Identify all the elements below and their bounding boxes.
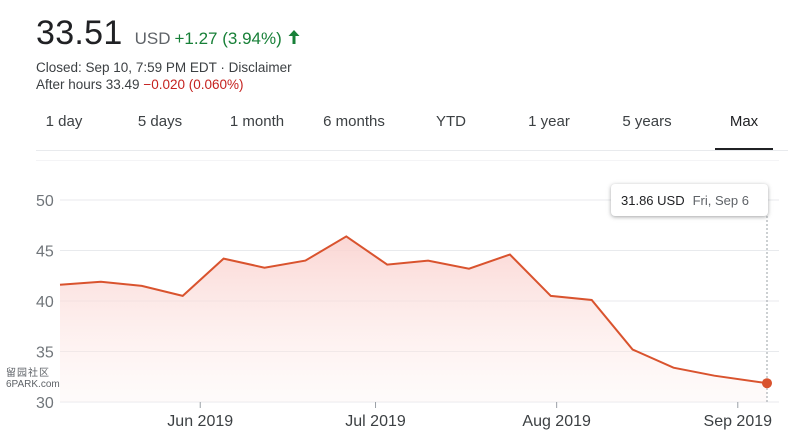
tab-5-days[interactable]: 5 days (137, 113, 183, 130)
price-chart[interactable]: 50 45 40 35 30 Jun 2019 Jul 2019 Aug 2019 Sep 2… (0, 160, 800, 446)
tab-ytd[interactable]: YTD (436, 113, 466, 130)
tab-1-year[interactable]: 1 year (528, 113, 570, 130)
tab-1-day[interactable]: 1 day (45, 113, 83, 130)
y-tick-label: 35 (36, 345, 54, 362)
y-tick-label: 50 (36, 193, 54, 210)
y-tick-label: 45 (36, 244, 54, 261)
watermark-line-2: 6PARK.com (6, 379, 60, 390)
y-axis: 50 45 40 35 30 (36, 193, 54, 412)
after-hours-change: −0.020 (0.060%) (143, 77, 244, 92)
watermark: 留园社区 6PARK.com (6, 368, 60, 390)
x-axis: Jun 2019 Jul 2019 Aug 2019 Sep 2019 (167, 402, 772, 430)
after-hours-label: After hours 33.49 (36, 77, 144, 92)
currency-label: USD (134, 29, 171, 48)
watermark-line-1: 留园社区 (6, 368, 50, 379)
x-tick-label: Jul 2019 (345, 413, 406, 430)
y-tick-label: 40 (36, 294, 54, 311)
range-tabs: 1 day 5 days 1 month 6 months YTD 1 year… (0, 103, 800, 151)
stock-price: 33.51 (36, 14, 123, 52)
price-tooltip: 31.86 USD Fri, Sep 6 (611, 184, 768, 216)
after-hours-row: After hours 33.49 −0.020 (0.060%) (36, 76, 300, 93)
price-area (60, 236, 767, 402)
price-end-dot[interactable] (762, 378, 772, 389)
tab-5-years[interactable]: 5 years (622, 113, 672, 130)
y-tick-label: 30 (36, 395, 54, 412)
closed-status: Closed: Sep 10, 7:59 PM EDT · Disclaimer (36, 60, 292, 75)
tooltip-date: Fri, Sep 6 (692, 192, 749, 208)
quote-header: 33.51 USD +1.27 (3.94%) Closed: Sep 10, … (36, 14, 300, 93)
price-line (59, 235, 768, 385)
tab-1-month[interactable]: 1 month (229, 113, 285, 130)
arrow-up-icon (288, 30, 300, 44)
tooltip-value: 31.86 USD (621, 192, 685, 208)
tab-6-months[interactable]: 6 months (323, 113, 385, 130)
x-tick-label: Jun 2019 (167, 413, 233, 430)
price-row: 33.51 USD +1.27 (3.94%) (36, 14, 300, 53)
tab-max[interactable]: Max (715, 103, 773, 151)
x-tick-label: Aug 2019 (522, 413, 591, 430)
price-change: +1.27 (3.94%) (174, 29, 282, 48)
tabs-divider (36, 150, 788, 151)
x-tick-label: Sep 2019 (704, 413, 773, 430)
